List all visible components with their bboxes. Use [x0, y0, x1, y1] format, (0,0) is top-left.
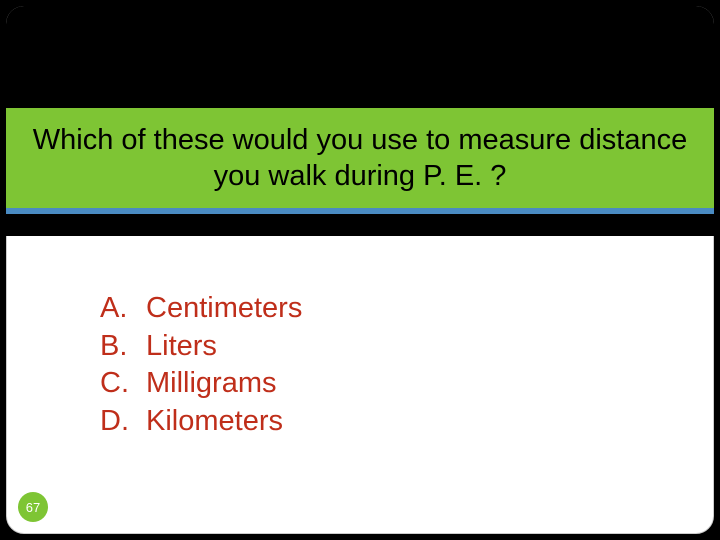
lower-black-strip [6, 214, 714, 236]
page-number: 67 [26, 500, 40, 515]
answer-text: Milligrams [146, 365, 277, 403]
answer-text: Kilometers [146, 403, 283, 441]
answer-letter: A. [100, 290, 132, 328]
answer-option: D. Kilometers [100, 403, 680, 441]
answers-list: A. Centimeters B. Liters C. Milligrams D… [100, 290, 680, 441]
answer-letter: D. [100, 403, 132, 441]
answer-letter: B. [100, 328, 132, 366]
question-text: Which of these would you use to measure … [6, 122, 714, 195]
page-number-badge: 67 [18, 492, 48, 522]
question-band: Which of these would you use to measure … [6, 108, 714, 208]
answer-option: B. Liters [100, 328, 680, 366]
answer-option: A. Centimeters [100, 290, 680, 328]
answer-text: Liters [146, 328, 217, 366]
answer-option: C. Milligrams [100, 365, 680, 403]
answer-text: Centimeters [146, 290, 302, 328]
answer-letter: C. [100, 365, 132, 403]
